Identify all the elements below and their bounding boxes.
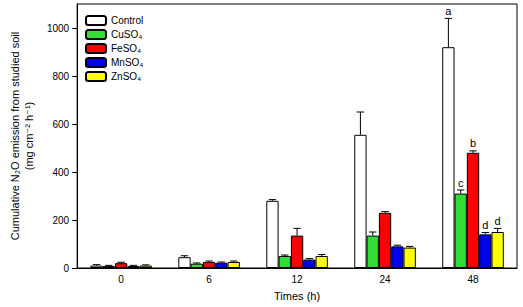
- svg-text:0: 0: [118, 274, 124, 285]
- svg-text:24: 24: [379, 274, 391, 285]
- svg-text:0: 0: [64, 263, 70, 274]
- svg-text:d: d: [482, 219, 488, 231]
- svg-text:800: 800: [52, 71, 69, 82]
- svg-text:c: c: [458, 177, 464, 189]
- svg-text:1000: 1000: [47, 23, 70, 34]
- svg-text:d: d: [495, 215, 501, 227]
- svg-text:(mg cm⁻² h⁻¹): (mg cm⁻² h⁻¹): [23, 102, 35, 170]
- svg-text:6: 6: [206, 274, 212, 285]
- svg-text:Control: Control: [111, 15, 143, 26]
- svg-text:FeSO₄: FeSO₄: [111, 43, 141, 54]
- svg-text:Times (h): Times (h): [274, 290, 320, 302]
- svg-text:b: b: [470, 137, 476, 149]
- svg-text:ZnSO₄: ZnSO₄: [111, 71, 141, 82]
- svg-text:a: a: [445, 5, 452, 17]
- svg-text:48: 48: [467, 274, 479, 285]
- svg-text:MnSO₄: MnSO₄: [111, 57, 143, 68]
- svg-text:600: 600: [52, 119, 69, 130]
- svg-text:12: 12: [292, 274, 304, 285]
- svg-text:CuSO₄: CuSO₄: [111, 29, 142, 40]
- svg-text:400: 400: [52, 167, 69, 178]
- svg-text:200: 200: [52, 215, 69, 226]
- svg-text:Cumulative N₂O emission from s: Cumulative N₂O emission from studied soi…: [9, 32, 21, 240]
